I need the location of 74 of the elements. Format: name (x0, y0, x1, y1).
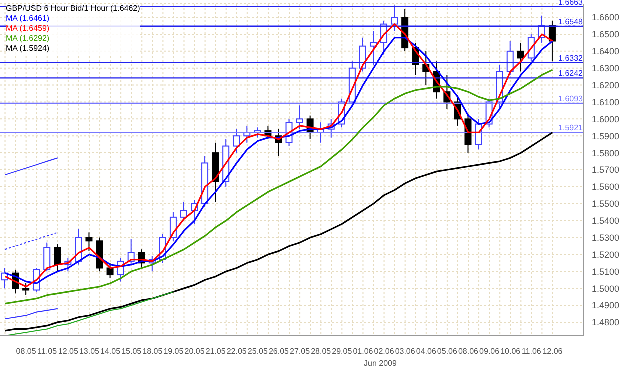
x-tick-label: 15.05 (122, 347, 142, 356)
x-tick-label: 28.05 (311, 347, 332, 356)
text: MA (1.6461) (6, 14, 51, 24)
y-tick-label: 1.4900 (592, 300, 620, 311)
y-tick-label: 1.5500 (592, 199, 620, 210)
x-tick-label: 02.06 (374, 347, 395, 356)
candlestick (506, 40, 514, 76)
y-tick-label: 1.6600 (592, 12, 620, 23)
x-tick-label: 03.06 (395, 347, 416, 356)
candlestick (233, 128, 240, 154)
candlestick (22, 282, 30, 296)
ref-line-label: 1.6332 (558, 54, 584, 63)
y-tick-label: 1.6100 (592, 97, 620, 108)
x-tick-label: 20.05 (184, 347, 206, 356)
x-tick-label: 08.06 (458, 347, 480, 356)
candlestick (517, 42, 524, 72)
ref-line-label: 1.5921 (558, 124, 584, 133)
y-tick-label: 1.6500 (592, 30, 620, 40)
x-tick-label: 08.05 (16, 347, 37, 356)
x-tick-label: 12.05 (58, 347, 79, 356)
x-tick-label: 11.06 (522, 347, 542, 356)
x-tick-label: 01.06 (353, 347, 374, 356)
y-tick-label: 1.5200 (592, 250, 620, 260)
x-tick-label: 04.06 (416, 347, 437, 356)
x-tick-label: 29.05 (332, 347, 353, 356)
y-tick-label: 1.5800 (592, 148, 620, 158)
x-tick-label: 19.05 (164, 347, 184, 356)
line-series (4, 308, 58, 320)
text: MA (1.5924) (6, 44, 51, 54)
chart-title: GBP/USD 6 Hour Bid/1 Hour (1.6462) (6, 4, 140, 14)
candlestick (296, 105, 304, 130)
y-tick-label: 1.5000 (592, 284, 620, 294)
y-tick-label: 1.6400 (592, 46, 620, 57)
x-tick-label: 22.05 (226, 347, 248, 356)
y-tick-label: 1.5600 (592, 182, 620, 192)
candlestick (370, 30, 377, 66)
line-series (4, 291, 174, 336)
line-series (4, 232, 58, 250)
x-tick-label: 18.05 (142, 347, 164, 356)
y-tick-label: 1.5900 (592, 131, 620, 142)
x-tick-label: 12.06 (542, 347, 564, 356)
x-tick-label: 21.05 (206, 347, 226, 356)
x-tick-label: 13.05 (79, 347, 100, 356)
ref-line-label: 1.6242 (558, 69, 584, 78)
candlestick (44, 242, 51, 272)
y-tick-label: 1.6000 (592, 114, 620, 124)
text: Jun 2009 (364, 359, 397, 368)
candlestick (54, 244, 62, 272)
x-tick-label: 26.05 (268, 347, 290, 356)
candlestick (106, 262, 114, 279)
x-tick-label: 27.05 (290, 347, 311, 356)
y-tick-label: 1.6300 (592, 64, 620, 74)
text: MA (1.6459) (6, 24, 51, 34)
y-tick-label: 1.5700 (592, 165, 620, 176)
x-tick-label: 14.05 (100, 347, 122, 356)
candlestick (180, 202, 188, 222)
ref-line-label: 1.6548 (558, 17, 584, 26)
y-tick-label: 1.5100 (592, 266, 620, 277)
line-series (4, 158, 58, 176)
text: MA (1.6292) (6, 34, 51, 44)
y-tick-label: 1.4800 (592, 318, 620, 328)
x-tick-label: 10.06 (500, 347, 522, 356)
x-tick-label: 05.06 (437, 347, 458, 356)
x-tick-label: 25.05 (248, 347, 268, 356)
candlestick (86, 232, 93, 252)
line-series (4, 69, 554, 305)
x-tick-label: 09.06 (480, 347, 500, 356)
ref-line-label: 1.6093 (558, 94, 584, 104)
y-tick-label: 1.5300 (592, 232, 620, 243)
candlestick (391, 5, 398, 32)
y-tick-label: 1.6200 (592, 80, 620, 90)
x-tick-label: 11.05 (38, 347, 58, 356)
line-series (4, 132, 554, 332)
y-tick-label: 1.5400 (592, 216, 620, 226)
